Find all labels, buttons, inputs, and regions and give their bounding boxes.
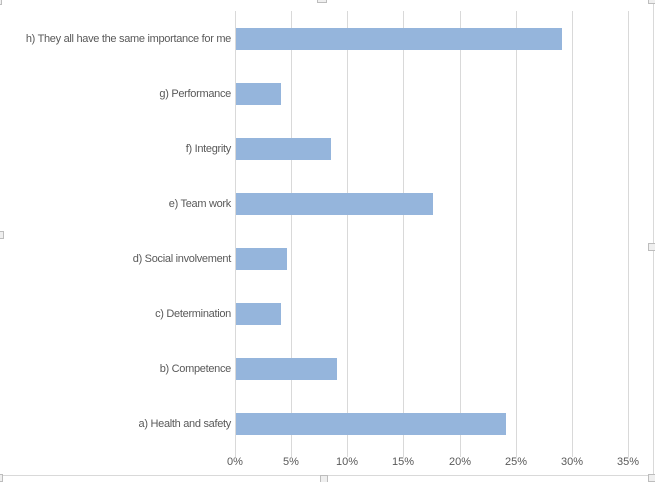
gridline	[291, 11, 292, 451]
selection-handle-top-right[interactable]	[648, 0, 655, 4]
category-label: h) They all have the same importance for…	[25, 32, 231, 45]
selection-handle-right-middle[interactable]	[648, 243, 655, 251]
axis-tickmark	[460, 451, 461, 457]
x-axis-tick-label: 35%	[616, 456, 640, 468]
category-label: e) Team work	[168, 197, 232, 210]
gridline	[516, 11, 517, 451]
category-label: b) Competence	[159, 362, 232, 375]
bar-h[interactable]	[236, 27, 562, 50]
selection-handle-bottom-left[interactable]	[0, 474, 3, 482]
x-axis-tick-label: 30%	[560, 456, 584, 468]
x-axis-tick-label: 25%	[504, 456, 528, 468]
bar-e[interactable]	[236, 192, 433, 215]
chart-border-right	[653, 0, 654, 476]
bar-d[interactable]	[236, 247, 287, 270]
bar-g[interactable]	[236, 82, 281, 105]
gridline	[460, 11, 461, 451]
axis-tickmark	[516, 451, 517, 457]
selection-handle-top-center[interactable]	[317, 0, 327, 3]
axis-tickmark	[235, 451, 236, 457]
category-label: f) Integrity	[185, 142, 232, 155]
axis-tickmark	[628, 451, 629, 457]
selection-handle-bottom-center[interactable]	[320, 475, 328, 482]
selection-handle-bottom-right[interactable]	[648, 474, 655, 482]
gridline	[403, 11, 404, 451]
x-axis-tick-label: 15%	[391, 456, 415, 468]
category-label: g) Performance	[159, 87, 231, 100]
x-axis-tick-label: 20%	[448, 456, 472, 468]
axis-tickmark	[347, 451, 348, 457]
gridline	[628, 11, 629, 451]
bar-f[interactable]	[236, 137, 331, 160]
category-label: d) Social involvement	[132, 252, 232, 265]
gridline	[572, 11, 573, 451]
x-axis-tick-label: 10%	[335, 456, 359, 468]
bar-b[interactable]	[236, 357, 337, 380]
x-axis-tick-label: 5%	[283, 456, 299, 468]
x-axis-tick-label: 0%	[227, 456, 243, 468]
category-label: c) Determination	[155, 307, 231, 320]
axis-tickmark	[572, 451, 573, 457]
category-label: a) Health and safety	[138, 417, 232, 430]
category-axis-line	[235, 11, 236, 451]
selection-handle-top-left[interactable]	[0, 0, 2, 5]
gridline	[347, 11, 348, 451]
axis-tickmark	[291, 451, 292, 457]
selection-handle-left-middle[interactable]	[0, 231, 4, 239]
axis-tickmark	[403, 451, 404, 457]
bar-c[interactable]	[236, 302, 281, 325]
bar-a[interactable]	[236, 412, 506, 435]
